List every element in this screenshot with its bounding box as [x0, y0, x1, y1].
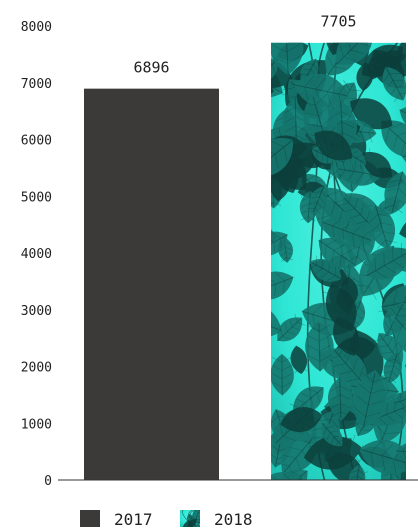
legend-label-2018: 2018	[214, 510, 253, 529]
leaf-shape	[271, 303, 283, 338]
leaf-shape	[280, 406, 323, 434]
leaf-shape	[358, 147, 393, 178]
leaf-shape	[271, 193, 274, 210]
leaf-shape	[305, 321, 334, 372]
leaf-shape	[271, 58, 279, 84]
y-tick-label: 7000	[21, 77, 52, 92]
leaf-shape	[271, 353, 294, 396]
leaf-shape	[336, 42, 373, 65]
leaf-shape	[382, 66, 406, 102]
leaf-shape	[393, 390, 406, 408]
leaf-shape	[271, 271, 294, 300]
leaf-shape	[382, 353, 403, 384]
leaf-shape	[290, 345, 308, 375]
leaf-shape	[393, 316, 406, 359]
y-axis: 0 1000 2000 3000 4000 5000 6000 7000 8000	[21, 20, 62, 489]
y-tick-label: 1000	[21, 417, 52, 432]
legend: 2017 2018	[80, 510, 253, 529]
leaf-shape	[321, 423, 346, 449]
leaf-shape	[399, 216, 406, 240]
bars	[84, 42, 406, 481]
leaf-shape	[271, 231, 288, 256]
leaf-shape	[271, 217, 277, 252]
leaf-shape	[356, 62, 373, 91]
y-tick-label: 0	[44, 474, 52, 489]
leaf-shape	[271, 138, 294, 177]
legend-swatch-2017	[80, 510, 100, 527]
y-tick-label: 3000	[21, 304, 52, 319]
leaf-shape	[318, 238, 360, 273]
leaf-shape	[277, 313, 306, 342]
leaf-shape	[396, 442, 406, 462]
data-label-2017: 6896	[133, 59, 169, 77]
leaf-shape	[314, 130, 356, 165]
leaf-shape	[338, 192, 374, 228]
bar-2017	[84, 88, 219, 480]
data-label-2018: 7705	[320, 13, 356, 31]
leaf-shape	[307, 186, 328, 215]
legend-label-2017: 2017	[114, 510, 153, 529]
y-tick-label: 5000	[21, 190, 52, 205]
leaf-shape	[193, 523, 200, 527]
y-tick-label: 4000	[21, 247, 52, 262]
data-labels: 6896 7705	[133, 13, 356, 77]
leaf-shape	[271, 42, 304, 76]
leaf-shape	[366, 242, 406, 280]
legend-swatch-2018	[180, 510, 200, 527]
leaf-shape	[352, 370, 389, 429]
y-tick-label: 6000	[21, 134, 52, 149]
y-tick-label: 2000	[21, 361, 52, 376]
leaf-shape	[322, 283, 357, 331]
leaf-shape	[348, 464, 366, 481]
leaf-shape	[382, 171, 406, 214]
bar-2018	[271, 42, 406, 481]
leaf-shape	[368, 205, 398, 250]
leaf-shape	[303, 435, 362, 470]
leaf-shape	[328, 377, 353, 421]
leaf-shape	[182, 519, 194, 527]
y-tick-label: 8000	[21, 20, 52, 35]
leaf-shape	[333, 316, 363, 357]
